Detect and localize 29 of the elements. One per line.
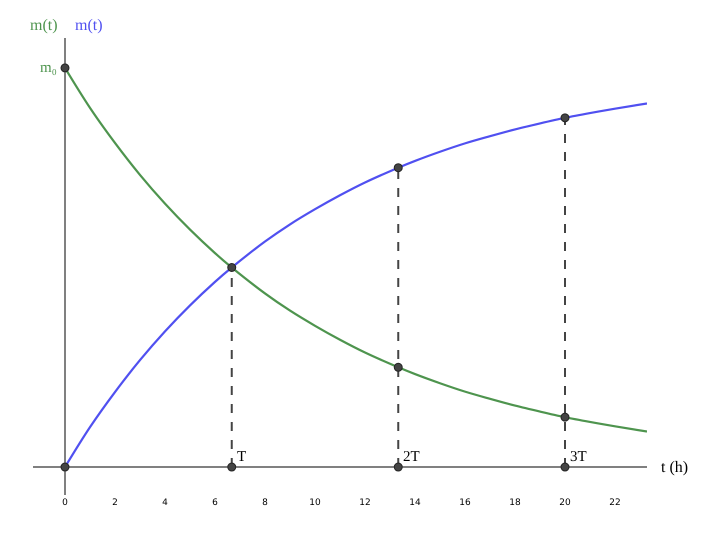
point bbox=[560, 462, 570, 472]
ref-line-label: 2T bbox=[403, 449, 420, 465]
x-tick-label: 12 bbox=[359, 498, 371, 508]
x-tick-label: 20 bbox=[559, 498, 571, 508]
x-tick-label: 6 bbox=[212, 498, 218, 508]
point bbox=[394, 362, 403, 372]
ref-line-label: 3T bbox=[570, 449, 587, 465]
text: m(t) bbox=[75, 17, 103, 34]
x-tick-label: 2 bbox=[112, 498, 118, 508]
x-tick-label: 0 bbox=[62, 498, 68, 508]
point bbox=[60, 462, 70, 472]
ref-line-label: T bbox=[237, 449, 246, 465]
point bbox=[60, 63, 70, 72]
x-axis-title: t (h) bbox=[661, 459, 688, 476]
x-tick-label: 8 bbox=[262, 498, 268, 508]
x-tick-label: 22 bbox=[609, 498, 621, 508]
point bbox=[560, 113, 570, 122]
text: m(t) bbox=[30, 17, 58, 34]
x-tick-label: 4 bbox=[162, 498, 168, 508]
point bbox=[560, 412, 570, 422]
x-tick-label: 10 bbox=[309, 498, 321, 508]
x-tick-label: 18 bbox=[509, 498, 521, 508]
point bbox=[394, 462, 403, 472]
point bbox=[227, 462, 236, 472]
point bbox=[394, 163, 403, 172]
point bbox=[227, 263, 236, 272]
x-tick-label: 16 bbox=[459, 498, 471, 508]
annotation: m₀ bbox=[40, 60, 57, 76]
x-tick-label: 14 bbox=[409, 498, 421, 508]
